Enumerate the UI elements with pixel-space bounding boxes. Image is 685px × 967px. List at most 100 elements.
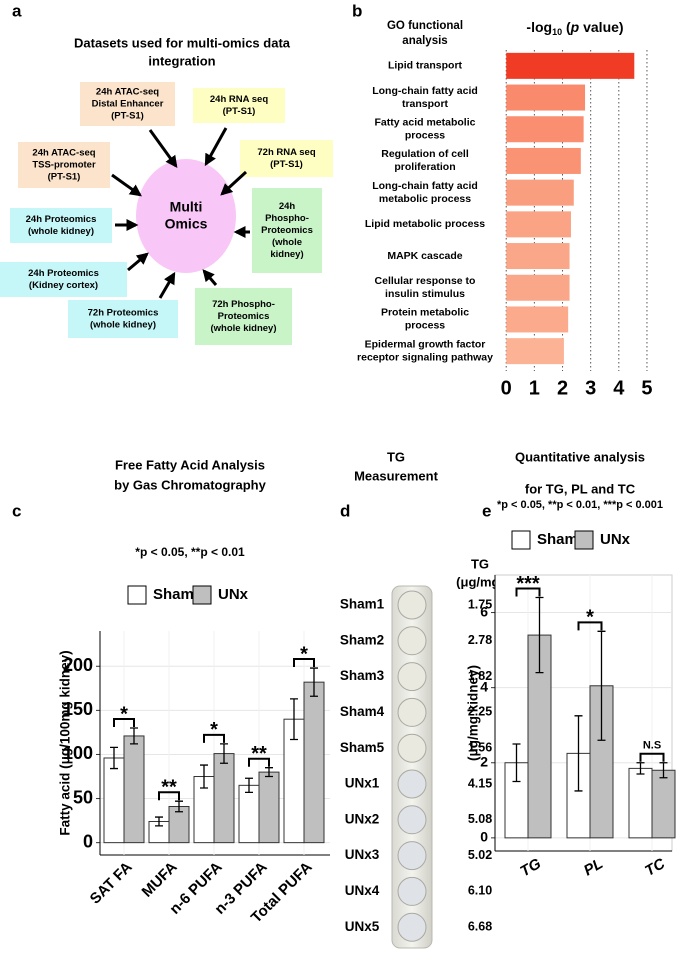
well	[397, 697, 427, 727]
dataset-box	[0, 262, 127, 297]
significance-label: *	[120, 703, 128, 725]
bar	[303, 681, 325, 844]
significance-bracket	[248, 757, 270, 767]
error-bar	[220, 743, 228, 764]
bar	[238, 784, 260, 844]
error-bar	[636, 762, 645, 775]
error-bar	[175, 800, 183, 813]
dataset-label: 24h ATAC-seq	[96, 87, 159, 98]
y-axis-label: (μg/mg kidney)	[466, 665, 481, 761]
bar	[123, 735, 145, 844]
dataset-label: (Kidney cortex)	[29, 280, 98, 291]
arrow	[158, 271, 176, 299]
tg-title: Measurement	[354, 468, 438, 483]
y-tick-label: 200	[63, 655, 93, 675]
dataset-label: 24h Proteomics	[26, 214, 97, 225]
x-axis-label-part: value)	[579, 19, 623, 35]
dataset-label: Phospho-	[265, 213, 309, 224]
dataset-label: Proteomics	[261, 225, 313, 236]
significance-bracket	[515, 587, 541, 597]
y-tick-label: 2	[480, 753, 488, 769]
x-axis-label: -log10 (p value)	[526, 19, 623, 38]
well	[397, 876, 427, 906]
bar	[506, 306, 569, 333]
dataset-box	[68, 300, 178, 338]
significance-bracket	[203, 733, 225, 743]
category-label: receptor signaling pathway	[357, 351, 493, 363]
sample-label: UNx3	[345, 847, 380, 862]
tg-value: 2.78	[468, 633, 492, 647]
x-tick-label: 0	[501, 377, 512, 399]
bar	[506, 179, 574, 206]
x-axis-label-part: -log	[526, 19, 552, 35]
bar	[628, 767, 653, 839]
bar	[506, 52, 635, 79]
dataset-label: (PT-S1)	[111, 111, 144, 122]
x-tick-label: PL	[581, 855, 606, 879]
well	[397, 805, 427, 835]
significance-bracket	[639, 752, 665, 762]
well	[397, 590, 427, 620]
significance-label: *	[210, 719, 218, 741]
annotation: *p < 0.05, **p < 0.01, ***p < 0.001	[497, 499, 663, 511]
center-label: Omics	[165, 216, 208, 232]
tg-header: (μg/mg)	[456, 574, 504, 589]
bar	[506, 84, 586, 111]
category-label: Regulation of cell	[381, 148, 469, 160]
error-bar	[290, 698, 298, 741]
tg-value: 1.75	[468, 597, 492, 611]
y-tick-label: 4	[480, 678, 488, 694]
significance-bracket	[158, 791, 180, 801]
significance-label: **	[251, 743, 267, 765]
y-tick-label: 6	[480, 603, 488, 619]
arrow	[148, 129, 178, 168]
dataset-label: (PT-S1)	[270, 159, 303, 170]
tg-title: TG	[387, 449, 405, 464]
sample-label: UNx4	[345, 883, 380, 898]
category-label: transport	[402, 98, 449, 110]
tg-value: 5.02	[468, 848, 492, 862]
chart-title: Free Fatty Acid Analysis	[115, 457, 265, 472]
x-axis-label-part: (	[562, 19, 571, 35]
y-tick-label: 50	[73, 787, 93, 807]
dataset-label: 72h Phospho-	[212, 299, 275, 310]
significance-label: *	[300, 643, 308, 665]
category-label: Protein metabolic	[381, 307, 469, 319]
dataset-label: kidney)	[270, 249, 303, 260]
sample-label: UNx2	[345, 811, 380, 826]
tg-value: 4.15	[468, 776, 492, 790]
error-bar	[597, 630, 606, 741]
chart-title: GO functional	[387, 20, 463, 32]
dataset-label: 72h RNA seq	[257, 147, 315, 158]
category-label: Epidermal growth factor	[365, 338, 486, 350]
tg-value: 6.10	[468, 884, 492, 898]
legend-label: Sham	[153, 586, 194, 603]
dataset-label: (whole kidney)	[28, 226, 94, 237]
bar	[506, 147, 581, 174]
chart-title: by Gas Chromatography	[114, 477, 266, 492]
legend-swatch	[511, 530, 531, 550]
tg-value: 6.68	[468, 919, 492, 933]
legend-swatch	[192, 585, 212, 605]
arrow	[111, 173, 142, 197]
tg-value: 1.82	[468, 669, 492, 683]
dataset-label: 24h	[279, 201, 296, 212]
error-bar	[110, 746, 118, 770]
sample-label: UNx1	[345, 776, 380, 791]
dataset-label: 24h Proteomics	[28, 268, 99, 279]
dataset-label: (whole kidney)	[211, 323, 277, 334]
sample-label: Sham4	[340, 704, 385, 719]
well	[397, 626, 427, 656]
dataset-label: (PT-S1)	[48, 172, 81, 183]
dataset-label: (PT-S1)	[223, 106, 256, 117]
bar	[213, 753, 235, 844]
x-tick-label: 4	[613, 377, 625, 399]
significance-bracket	[113, 718, 135, 728]
category-label: process	[405, 320, 445, 332]
dataset-box	[18, 142, 110, 188]
bar	[258, 771, 280, 844]
well	[397, 662, 427, 692]
y-tick-label: 0	[480, 829, 488, 845]
